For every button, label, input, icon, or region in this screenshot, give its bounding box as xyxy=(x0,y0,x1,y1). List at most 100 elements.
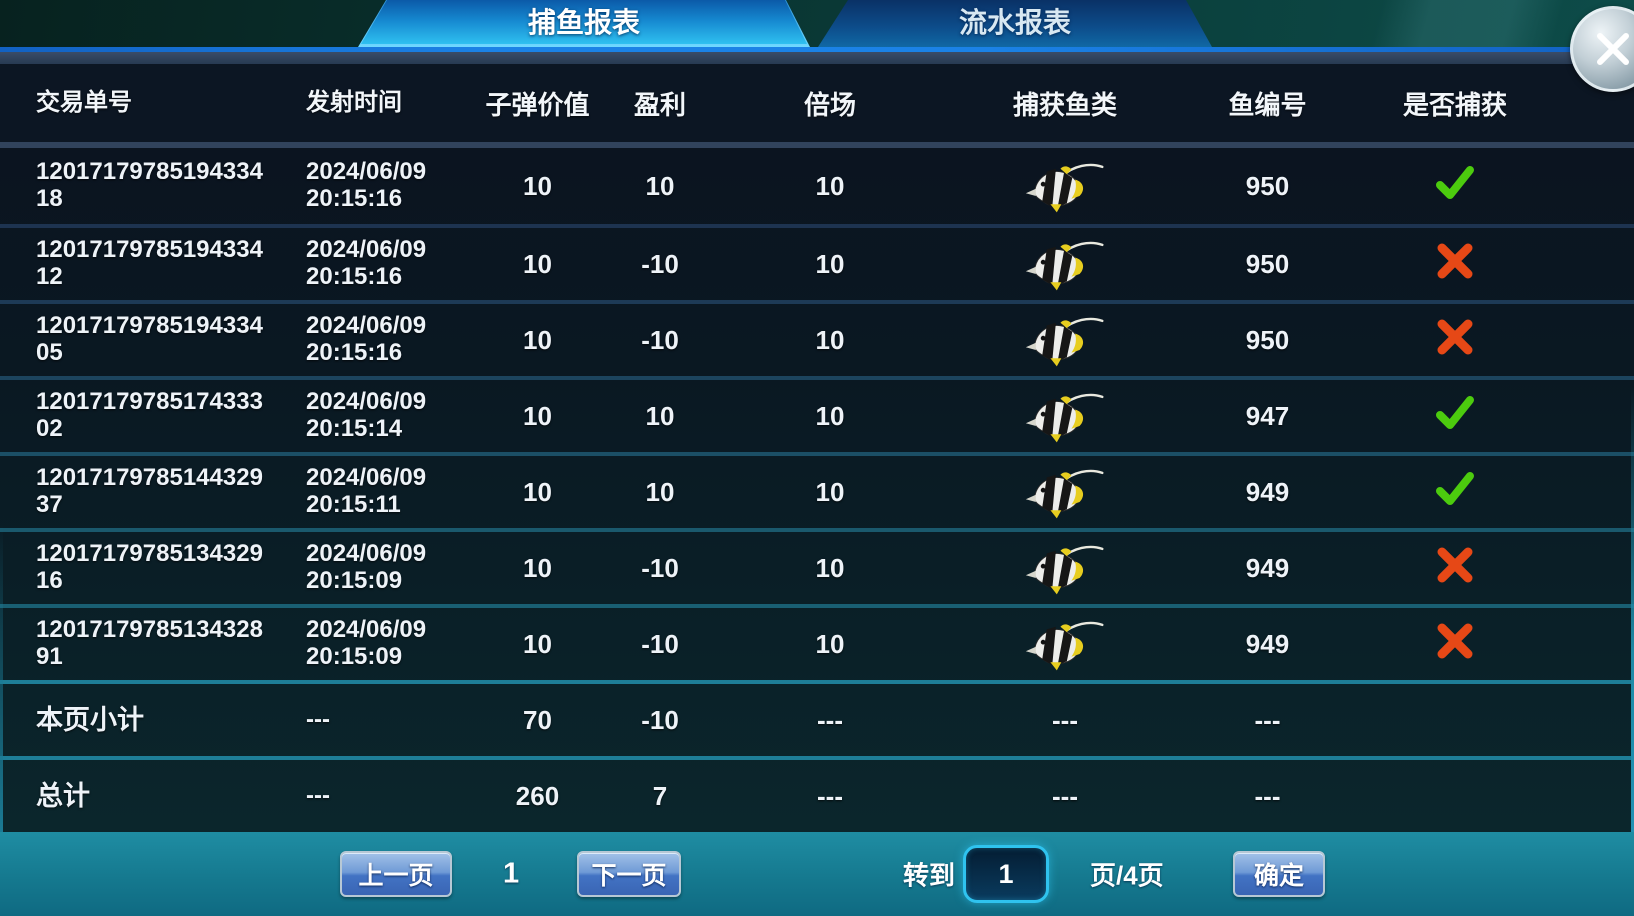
goto-page-input[interactable] xyxy=(963,845,1049,903)
caught-fish-cell xyxy=(955,312,1175,368)
bannerfish-icon xyxy=(1025,241,1104,291)
bannerfish-icon xyxy=(1025,317,1104,367)
table-header: 交易单号 发射时间 子弹价值 盈利 倍场 捕获鱼类 鱼编号 是否捕获 xyxy=(0,64,1634,148)
profit-value: -10 xyxy=(641,324,679,355)
subtotal-multiplier: --- xyxy=(817,704,843,735)
fish-number: 950 xyxy=(1245,324,1290,355)
table-row: 1201717978519433418 2024/06/09 20:15:16 10 1… xyxy=(0,148,1634,224)
caught-fish-cell xyxy=(955,540,1175,596)
caught-cross-icon xyxy=(1437,243,1473,278)
transaction-id: 1201717978513432916 xyxy=(36,540,263,594)
subtotal-row: 本页小计 --- 70 -10 --- --- --- xyxy=(0,680,1634,756)
tab-turnover-report[interactable]: 流水报表 xyxy=(818,0,1212,47)
total-bullet: 260 xyxy=(515,780,560,811)
total-profit: 7 xyxy=(652,780,668,811)
prev-page-button[interactable]: 上一页 xyxy=(340,851,452,897)
multiplier-value: 10 xyxy=(815,476,845,507)
subtotal-time: --- xyxy=(306,705,330,733)
caught-cross-icon xyxy=(1437,623,1473,658)
profit-value: -10 xyxy=(641,628,679,659)
transaction-id: 1201717978514432937 xyxy=(36,464,263,518)
caught-status-no xyxy=(1360,317,1550,364)
total-multiplier: --- xyxy=(817,780,843,811)
table-row: 1201717978514432937 2024/06/09 20:15:11 10 1… xyxy=(0,452,1634,528)
total-row: 总计 --- 260 7 --- --- --- xyxy=(0,756,1634,832)
total-time: --- xyxy=(306,781,330,809)
bannerfish-icon xyxy=(1025,621,1104,671)
fish-number: 950 xyxy=(1245,170,1290,201)
caught-check-icon xyxy=(1436,165,1474,199)
transaction-id: 1201717978513432891 xyxy=(36,616,263,670)
header-profit: 盈利 xyxy=(633,89,686,120)
close-button[interactable] xyxy=(1570,6,1634,92)
header-transaction-id: 交易单号 xyxy=(36,88,132,116)
total-fish: --- xyxy=(1052,780,1078,811)
subtotal-fish-no: --- xyxy=(1254,704,1281,735)
caught-cross-icon xyxy=(1437,319,1473,354)
tab-fill xyxy=(361,0,807,44)
multiplier-value: 10 xyxy=(815,400,845,431)
bannerfish-icon xyxy=(1025,393,1104,443)
caught-fish-cell xyxy=(955,616,1175,672)
caught-status-no xyxy=(1360,241,1550,288)
bannerfish-icon xyxy=(1025,469,1104,519)
profit-value: 10 xyxy=(645,170,675,201)
multiplier-value: 10 xyxy=(815,628,845,659)
confirm-button[interactable]: 确定 xyxy=(1233,851,1325,897)
bullet-value: 10 xyxy=(523,170,552,201)
caught-cross-icon xyxy=(1437,547,1473,582)
fish-number: 950 xyxy=(1245,248,1290,279)
transaction-id: 1201717978519433418 xyxy=(36,158,263,212)
fish-number: 949 xyxy=(1245,552,1290,583)
goto-label: 转到 xyxy=(903,860,956,891)
subtotal-fish: --- xyxy=(1052,704,1078,735)
fire-time: 2024/06/09 20:15:16 xyxy=(306,158,427,212)
caught-status-yes xyxy=(1360,469,1550,516)
table-row: 1201717978517433302 2024/06/09 20:15:14 10 1… xyxy=(0,376,1634,452)
page-total-label: 页/4页 xyxy=(1090,860,1164,891)
subtotal-profit: -10 xyxy=(641,704,679,735)
close-icon xyxy=(1597,33,1629,65)
table-row: 1201717978513432891 2024/06/09 20:15:09 10 -… xyxy=(0,604,1634,680)
table-row: 1201717978519433412 2024/06/09 20:15:16 10 -… xyxy=(0,224,1634,300)
fire-time: 2024/06/09 20:15:16 xyxy=(306,236,427,290)
caught-check-icon xyxy=(1436,395,1474,429)
fish-number: 949 xyxy=(1245,628,1290,659)
transaction-id: 1201717978519433412 xyxy=(36,236,263,290)
header-caught-fish: 捕获鱼类 xyxy=(1012,89,1117,120)
caught-status-no xyxy=(1360,545,1550,592)
subtotal-bullet: 70 xyxy=(523,704,552,735)
header-bullet-value: 子弹价值 xyxy=(485,89,590,120)
profit-value: 10 xyxy=(645,476,675,507)
total-label: 总计 xyxy=(36,780,90,811)
header-fire-time: 发射时间 xyxy=(306,88,402,116)
caught-status-yes xyxy=(1360,393,1550,440)
multiplier-value: 10 xyxy=(815,552,845,583)
transaction-id: 1201717978519433405 xyxy=(36,312,263,366)
bullet-value: 10 xyxy=(523,476,552,507)
fire-time: 2024/06/09 20:15:11 xyxy=(306,464,427,518)
profit-value: 10 xyxy=(645,400,675,431)
bannerfish-icon xyxy=(1025,163,1104,213)
report-table-body: 1201717978519433418 2024/06/09 20:15:16 10 1… xyxy=(0,148,1634,832)
header-multiplier: 倍场 xyxy=(803,89,856,120)
caught-fish-cell xyxy=(955,464,1175,520)
bullet-value: 10 xyxy=(523,248,552,279)
caught-fish-cell xyxy=(955,236,1175,292)
tab-fishing-report-label: 捕鱼报表 xyxy=(527,7,640,38)
table-row: 1201717978513432916 2024/06/09 20:15:09 10 -… xyxy=(0,528,1634,604)
fire-time: 2024/06/09 20:15:09 xyxy=(306,540,427,594)
current-page-number: 1 xyxy=(503,857,520,890)
fire-time: 2024/06/09 20:15:16 xyxy=(306,312,427,366)
pagination-bar: 上一页 1 下一页 转到 页/4页 确定 xyxy=(0,832,1634,916)
fish-number: 947 xyxy=(1245,400,1290,431)
next-page-button[interactable]: 下一页 xyxy=(577,851,681,897)
multiplier-value: 10 xyxy=(815,248,845,279)
multiplier-value: 10 xyxy=(815,324,845,355)
fire-time: 2024/06/09 20:15:14 xyxy=(306,388,427,442)
header-top-band xyxy=(0,52,1634,64)
tab-fishing-report[interactable]: 捕鱼报表 xyxy=(358,0,810,47)
bullet-value: 10 xyxy=(523,552,552,583)
light-streak xyxy=(0,0,1634,47)
